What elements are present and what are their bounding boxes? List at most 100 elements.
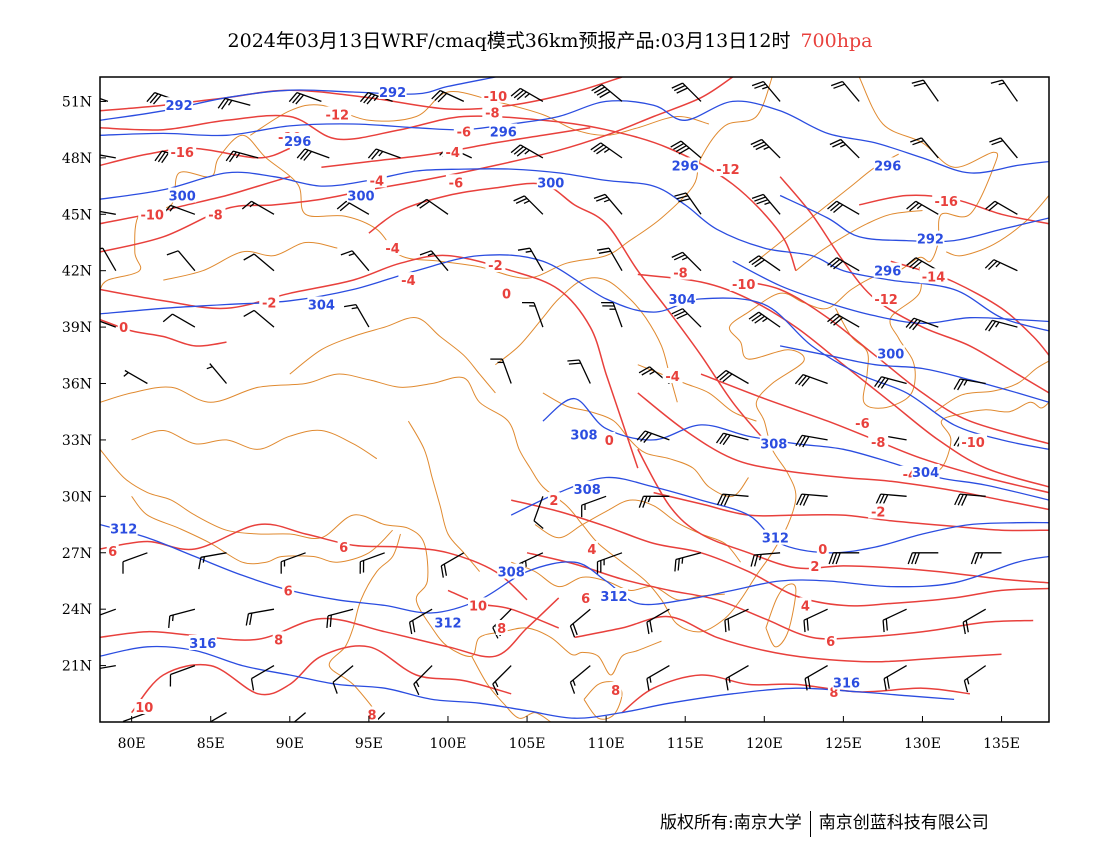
contour-label: 10 bbox=[469, 599, 487, 614]
plot-area bbox=[100, 77, 1049, 722]
contour-label-bg bbox=[382, 240, 403, 256]
lat-tick-label: 45N bbox=[62, 207, 92, 223]
contour-label: -2 bbox=[262, 297, 276, 312]
wind-barb bbox=[750, 552, 781, 567]
copyright-right: 南京创蓝科技有限公司 bbox=[818, 813, 989, 833]
border-qinghai-gansu-border bbox=[289, 317, 496, 394]
contour-label-bg bbox=[876, 345, 905, 361]
lat-tick-label: 30N bbox=[62, 489, 92, 505]
lat-tick-label: 33N bbox=[62, 433, 92, 449]
wind-barb bbox=[569, 665, 591, 694]
contour-label: -12 bbox=[874, 293, 898, 308]
contour-label: 296 bbox=[672, 159, 699, 174]
height-contour bbox=[779, 194, 1049, 243]
contour-label-bg bbox=[138, 206, 167, 222]
longitude-axis: 80E 85E 90E 95E 100E 105E 110E 115E 120E 125E 130E… bbox=[118, 716, 1020, 752]
contour-label: 0 bbox=[605, 434, 614, 449]
wind-barb bbox=[750, 138, 781, 159]
wind-barb bbox=[490, 358, 512, 384]
border-province-north-1 bbox=[637, 364, 757, 422]
wind-barb bbox=[883, 665, 907, 691]
contour-label: -4 bbox=[445, 146, 459, 161]
contour-label-bg bbox=[117, 319, 130, 335]
wind-barb bbox=[359, 552, 385, 574]
wind-barb bbox=[413, 665, 433, 696]
temperature-contour bbox=[131, 645, 512, 714]
wind-barb bbox=[100, 210, 116, 215]
wind-barb bbox=[830, 80, 860, 102]
wind-barb bbox=[217, 97, 251, 110]
contour-label: 312 bbox=[762, 532, 789, 547]
contour-label: -10 bbox=[140, 208, 164, 223]
border-province-central-1 bbox=[495, 277, 678, 403]
contour-label-bg bbox=[282, 582, 295, 598]
wind-barb bbox=[989, 137, 1018, 159]
contour-label-bg bbox=[761, 529, 790, 545]
contour-label: -8 bbox=[871, 436, 885, 451]
border-india-nepal-border bbox=[131, 495, 393, 565]
plot-frame bbox=[99, 76, 1050, 723]
contour-label-bg bbox=[536, 174, 565, 190]
wind-barb bbox=[596, 247, 623, 272]
lon-tick-label: 130E bbox=[904, 736, 941, 752]
contour-label: -12 bbox=[326, 109, 350, 124]
height-contour bbox=[732, 260, 1049, 324]
contour-label-bg bbox=[106, 542, 119, 558]
contour-label-bg bbox=[500, 285, 513, 301]
lon-tick-label: 90E bbox=[276, 736, 304, 752]
contour-label-bg bbox=[259, 294, 280, 310]
lat-tick-label: 39N bbox=[62, 320, 92, 336]
lat-tick-label: 42N bbox=[62, 264, 92, 280]
wind-barb bbox=[911, 79, 939, 102]
title-text: 2024年03月13日WRF/cmaq模式36km预报产品:03月13日12时 bbox=[227, 30, 791, 52]
contour-label: 8 bbox=[274, 633, 283, 648]
contour-label: -10 bbox=[484, 90, 508, 105]
temperature-contour bbox=[526, 552, 1034, 640]
lon-tick-label: 125E bbox=[825, 736, 862, 752]
contour-label: 2 bbox=[810, 560, 819, 575]
temperature-contour bbox=[637, 273, 1049, 488]
contour-label-bg bbox=[434, 614, 462, 630]
wind-barb bbox=[408, 608, 433, 635]
wind-barb bbox=[100, 608, 117, 616]
wind-barb bbox=[416, 198, 449, 215]
contour-label: 308 bbox=[760, 438, 787, 453]
contour-label: 0 bbox=[502, 287, 511, 302]
wind-barb bbox=[243, 253, 275, 272]
lat-tick-label: 24N bbox=[62, 602, 92, 618]
wind-barb bbox=[367, 148, 401, 160]
wind-barb bbox=[715, 432, 749, 446]
border-japan-west-coast bbox=[934, 360, 1049, 413]
contour-label-bg bbox=[585, 541, 598, 556]
title-pressure-level: 700hpa bbox=[800, 30, 873, 52]
wind-barb bbox=[963, 665, 987, 693]
contour-label-bg bbox=[188, 635, 217, 650]
wind-barb bbox=[569, 608, 591, 638]
wind-barb bbox=[970, 552, 1002, 565]
contour-label-bg bbox=[668, 290, 697, 306]
border-province-central-2 bbox=[542, 392, 749, 498]
border-russia-far-east-coast bbox=[946, 195, 1049, 257]
wind-barb bbox=[803, 608, 828, 633]
lat-tick-label: 27N bbox=[62, 546, 92, 562]
contour-label: 4 bbox=[587, 543, 596, 558]
contour-label: 6 bbox=[826, 635, 835, 650]
wind-barb bbox=[671, 251, 702, 272]
wind-barb bbox=[671, 82, 702, 102]
contour-label: 8 bbox=[611, 684, 620, 699]
lon-tick-label: 120E bbox=[746, 736, 783, 752]
wind-barb bbox=[827, 200, 860, 215]
contour-label-bg bbox=[959, 433, 988, 449]
wind-barb bbox=[962, 608, 987, 635]
contour-label: 6 bbox=[581, 592, 590, 607]
lon-tick-label: 135E bbox=[983, 736, 1020, 752]
contour-label: 304 bbox=[669, 293, 696, 308]
contour-label: 292 bbox=[917, 233, 944, 248]
wind-barb bbox=[591, 84, 623, 102]
contour-label: 300 bbox=[169, 190, 196, 205]
contour-label-bg bbox=[205, 206, 226, 222]
contour-label-bg bbox=[670, 264, 691, 280]
contour-label-bg bbox=[347, 187, 375, 203]
contour-label: 296 bbox=[490, 126, 517, 141]
lon-tick-label: 110E bbox=[588, 736, 625, 752]
